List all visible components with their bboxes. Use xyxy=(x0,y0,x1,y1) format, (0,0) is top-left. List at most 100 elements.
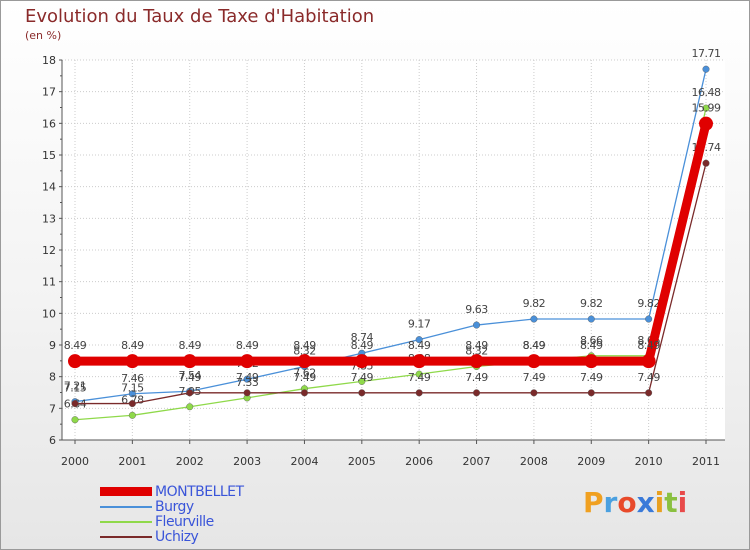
data-point-montbellet xyxy=(240,354,255,369)
y-tick-label: 8 xyxy=(49,371,56,384)
x-tick-label: 2007 xyxy=(463,455,491,468)
data-label-montbellet: 8.49 xyxy=(236,339,259,352)
data-label-montbellet: 8.49 xyxy=(121,339,144,352)
data-label-montbellet: 8.49 xyxy=(293,339,316,352)
legend-label-fleurville: Fleurville xyxy=(155,514,214,530)
data-point-fleurville xyxy=(358,377,366,385)
y-tick-label: 10 xyxy=(42,307,56,320)
data-point-fleurville xyxy=(128,411,136,419)
logo-letter: P xyxy=(583,486,604,519)
data-point-montbellet xyxy=(68,354,82,369)
legend-label-montbellet: MONTBELLET xyxy=(155,484,244,500)
data-point-montbellet xyxy=(182,354,197,369)
data-point-montbellet xyxy=(584,354,599,369)
data-label-uchizy: 7.49 xyxy=(236,371,259,384)
data-point-uchizy xyxy=(243,389,251,397)
data-point-burgy xyxy=(702,65,710,73)
data-label-fleurville: 16.48 xyxy=(692,86,721,99)
data-label-fleurville: 8.49 xyxy=(523,339,546,352)
x-tick-label: 2000 xyxy=(61,455,89,468)
y-tick-label: 9 xyxy=(49,339,56,352)
logo-letter: r xyxy=(603,486,618,519)
data-label-burgy: 17.71 xyxy=(692,47,721,60)
y-tick-label: 16 xyxy=(42,117,56,130)
legend-label-uchizy: Uchizy xyxy=(155,529,199,545)
x-tick-label: 2004 xyxy=(290,455,318,468)
logo-letter: t xyxy=(664,486,678,519)
data-point-montbellet xyxy=(412,354,427,369)
data-point-burgy xyxy=(587,315,595,323)
data-point-montbellet xyxy=(125,354,140,369)
legend-swatch-uchizy xyxy=(100,536,152,538)
y-tick-label: 11 xyxy=(42,276,56,289)
data-point-uchizy xyxy=(530,389,538,397)
data-point-uchizy xyxy=(358,389,366,397)
y-tick-label: 18 xyxy=(42,54,56,67)
legend-swatch-fleurville xyxy=(100,521,152,523)
legend-swatch-montbellet xyxy=(100,487,152,496)
data-label-fleurville: 8.66 xyxy=(580,334,603,347)
data-label-uchizy: 7.49 xyxy=(408,371,431,384)
data-point-uchizy xyxy=(300,389,308,397)
data-point-uchizy xyxy=(186,389,194,397)
data-point-uchizy xyxy=(645,389,653,397)
data-label-montbellet: 8.49 xyxy=(64,339,87,352)
data-point-montbellet xyxy=(297,354,312,369)
data-label-montbellet: 8.49 xyxy=(408,339,431,352)
y-tick-label: 14 xyxy=(42,181,56,194)
y-tick-label: 7 xyxy=(49,402,56,415)
data-label-burgy: 9.82 xyxy=(523,297,546,310)
data-point-burgy xyxy=(128,390,136,398)
legend-label-burgy: Burgy xyxy=(155,499,194,515)
x-tick-label: 2005 xyxy=(348,455,376,468)
y-tick-label: 12 xyxy=(42,244,56,257)
legend-swatch-burgy xyxy=(100,506,152,508)
x-tick-label: 2010 xyxy=(635,455,663,468)
x-tick-label: 2003 xyxy=(233,455,261,468)
logo-letter: x xyxy=(636,486,655,519)
data-label-uchizy: 7.49 xyxy=(465,371,488,384)
data-point-montbellet xyxy=(526,354,541,369)
data-point-uchizy xyxy=(128,400,136,408)
data-point-fleurville xyxy=(186,403,194,411)
data-label-burgy: 7.54 xyxy=(178,369,201,382)
data-point-burgy xyxy=(530,315,538,323)
y-tick-label: 17 xyxy=(42,86,56,99)
data-point-fleurville xyxy=(415,370,423,378)
y-tick-label: 13 xyxy=(42,212,56,225)
data-point-uchizy xyxy=(473,389,481,397)
data-point-uchizy xyxy=(587,389,595,397)
data-label-burgy: 8.32 xyxy=(293,345,316,358)
data-label-montbellet: 8.49 xyxy=(580,339,603,352)
proxiti-logo: Proxiti xyxy=(583,486,687,519)
series-line-burgy xyxy=(74,69,707,403)
data-point-uchizy xyxy=(702,159,710,167)
data-label-uchizy: 7.15 xyxy=(121,382,144,395)
data-point-uchizy xyxy=(71,400,79,408)
data-label-montbellet: 8.49 xyxy=(465,339,488,352)
data-label-montbellet: 8.49 xyxy=(523,339,546,352)
data-label-uchizy: 7.49 xyxy=(523,371,546,384)
data-point-burgy xyxy=(415,336,423,344)
data-point-montbellet xyxy=(641,354,656,369)
y-tick-label: 15 xyxy=(42,149,56,162)
data-point-burgy xyxy=(243,375,251,383)
data-label-burgy: 9.17 xyxy=(408,318,431,331)
data-point-montbellet xyxy=(354,354,369,369)
data-label-burgy: 9.82 xyxy=(580,297,603,310)
logo-letter: o xyxy=(617,486,637,519)
logo-letter: i xyxy=(654,486,665,519)
series-line-uchizy xyxy=(75,163,707,405)
data-label-burgy: 9.82 xyxy=(637,297,660,310)
y-tick-label: 6 xyxy=(49,434,56,447)
x-tick-label: 2011 xyxy=(692,455,720,468)
data-label-uchizy: 7.49 xyxy=(351,371,374,384)
data-label-montbellet: 8.49 xyxy=(637,339,660,352)
data-point-fleurville xyxy=(71,416,79,424)
chart-title: Evolution du Taux de Taxe d'Habitation xyxy=(25,6,375,27)
data-label-uchizy: 7.49 xyxy=(637,371,660,384)
data-label-fleurville: 7.33 xyxy=(236,376,259,389)
data-label-uchizy: 7.15 xyxy=(64,382,87,395)
data-label-montbellet: 8.49 xyxy=(351,339,374,352)
logo-letter: i xyxy=(677,486,688,519)
